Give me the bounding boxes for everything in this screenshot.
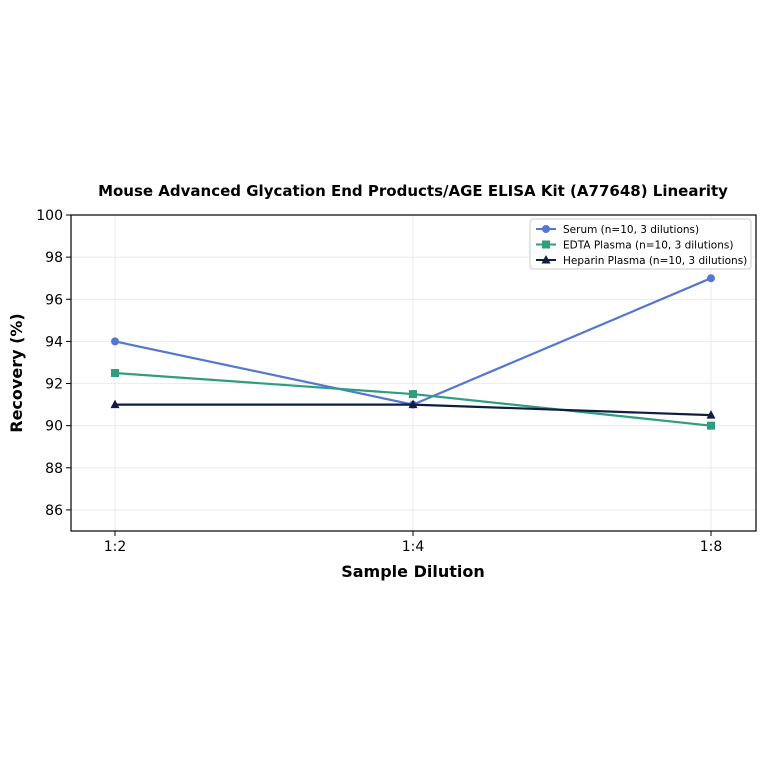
series-2 <box>111 369 715 430</box>
legend-marker <box>541 255 551 264</box>
data-point <box>707 421 715 430</box>
data-point <box>110 399 120 409</box>
y-tick-label: 98 <box>45 250 63 266</box>
legend: Serum (n=10, 3 dilutions) EDTA Plasma (n=… <box>529 218 752 270</box>
legend-item: Serum (n=10, 3 dilutions) <box>536 224 699 236</box>
legend-item: Heparin Plasma (n=10, 3 dilutions) <box>536 255 747 267</box>
x-tick-label: 1:2 <box>104 539 127 555</box>
y-tick-label: 88 <box>45 461 63 477</box>
y-tick-label: 96 <box>45 292 63 308</box>
data-point <box>111 369 119 377</box>
data-point <box>706 410 716 419</box>
data-point <box>707 274 715 283</box>
chart-title: Mouse Advanced Glycation End Products/AG… <box>98 182 728 200</box>
x-axis-label: Sample Dilution <box>341 562 485 581</box>
data-point <box>408 399 418 409</box>
data-point <box>409 390 417 399</box>
x-tick-label: 1:4 <box>402 539 425 555</box>
y-tick-label: 100 <box>36 208 63 224</box>
legend-item: EDTA Plasma (n=10, 3 dilutions) <box>536 240 733 252</box>
legend-marker <box>542 240 550 249</box>
y-axis-label: Recovery (%) <box>7 313 26 432</box>
y-tick-label: 92 <box>45 377 63 393</box>
legend-label: EDTA Plasma (n=10, 3 dilutions) <box>563 240 733 252</box>
legend-label: Serum (n=10, 3 dilutions) <box>563 224 699 236</box>
y-tick-label: 90 <box>45 419 63 435</box>
series-layer <box>110 274 716 430</box>
y-tick-label: 86 <box>45 503 63 519</box>
data-point <box>111 337 119 346</box>
legend-box <box>529 218 752 270</box>
legend-marker <box>542 225 550 233</box>
series-3 <box>110 399 716 419</box>
x-tick-label: 1:8 <box>700 539 723 555</box>
legend-label: Heparin Plasma (n=10, 3 dilutions) <box>563 255 747 267</box>
y-tick-label: 94 <box>45 334 63 350</box>
axis-ticks: 86 88 90 92 94 96 98 100 1:2 1:4 1:8 <box>36 208 722 555</box>
